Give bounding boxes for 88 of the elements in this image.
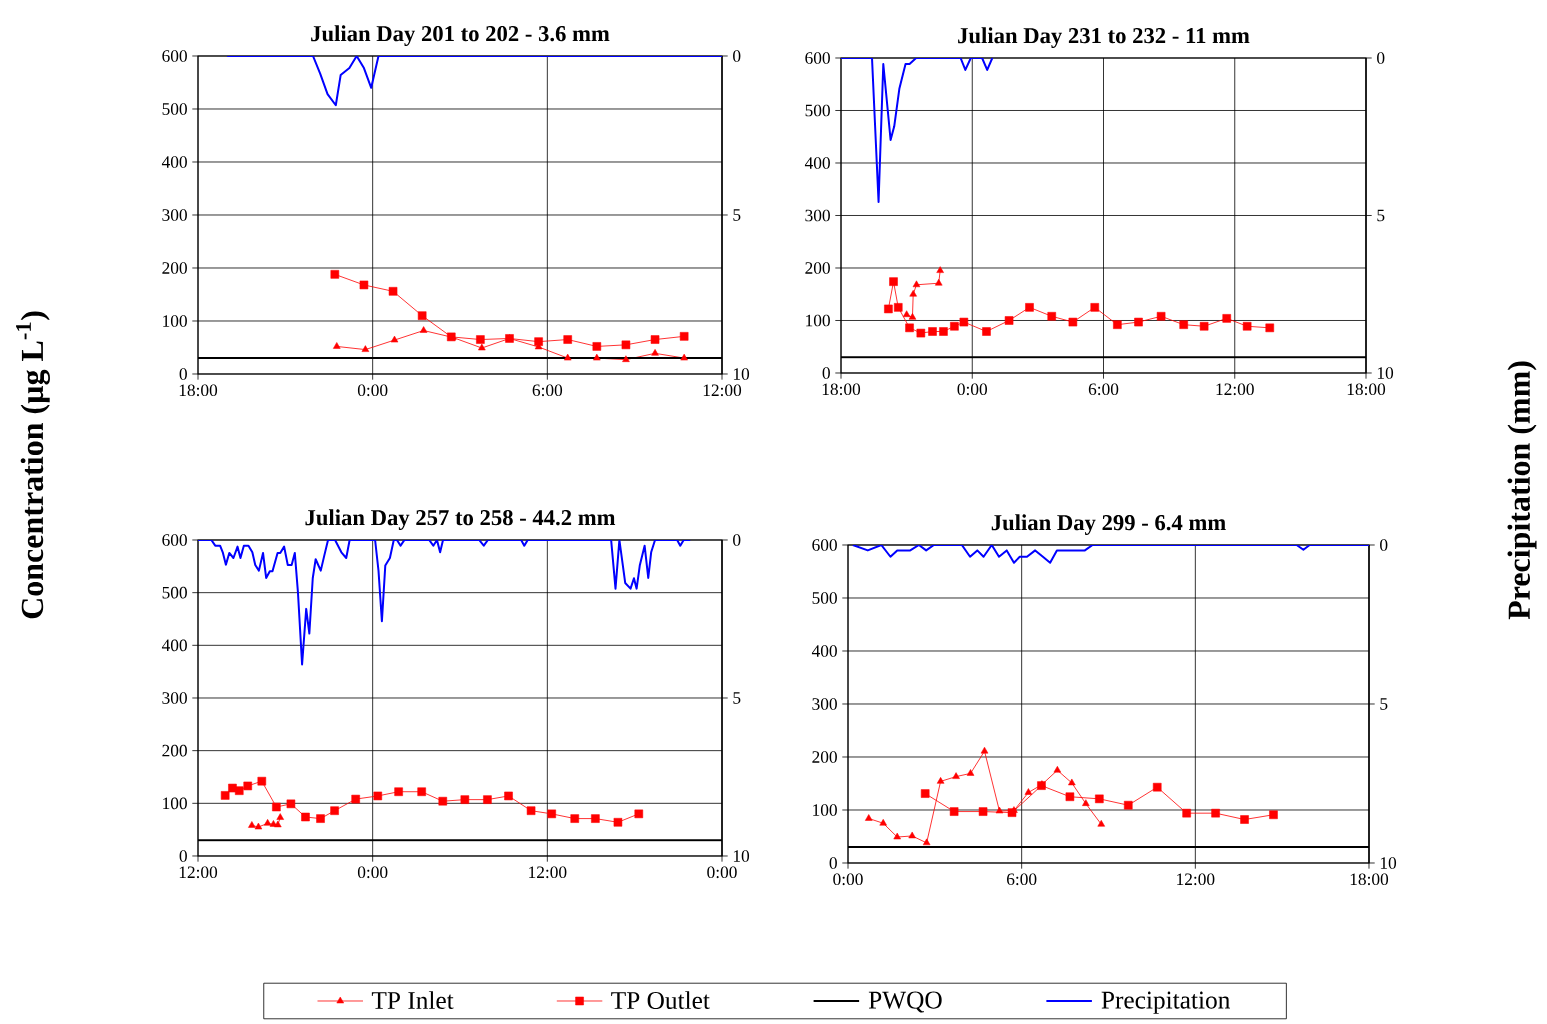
y-tick-label: 100 xyxy=(813,804,837,816)
y2-tick-label: 10 xyxy=(733,850,750,862)
y-tick-label: 0 xyxy=(829,857,837,869)
chart-title: Julian Day 201 to 202 - 3.6 mm xyxy=(311,25,610,46)
y-tick-label: 0 xyxy=(822,367,830,379)
legend-label: Precipitation xyxy=(1101,991,1230,1014)
y-tick-label: 600 xyxy=(805,52,830,64)
y2-tick-label: 10 xyxy=(1380,857,1397,869)
legend-label: TP Inlet xyxy=(371,991,454,1010)
y-tick-label: 500 xyxy=(162,586,187,599)
x-tick-label: 0:00 xyxy=(957,383,988,396)
x-tick-label: 6:00 xyxy=(532,384,563,397)
x-tick-label: 12:00 xyxy=(1177,873,1215,886)
y-tick-label: 300 xyxy=(162,209,187,221)
point xyxy=(534,337,543,346)
point xyxy=(679,332,689,341)
chart-title: Julian Day 257 to 258 - 44.2 mm xyxy=(305,509,616,530)
y-tick-label: 400 xyxy=(161,156,187,168)
x-tick-label: 12:00 xyxy=(1216,383,1254,396)
y-tick-label: 600 xyxy=(812,539,837,551)
point xyxy=(388,287,398,296)
legend-label: TP Outlet xyxy=(611,991,710,1010)
x-tick-label: 18:00 xyxy=(822,383,861,396)
point xyxy=(680,353,688,361)
y2-tick-label: 5 xyxy=(733,209,741,221)
chart-title: Julian Day 231 to 232 - 11 mm xyxy=(958,27,1250,48)
point xyxy=(333,342,341,349)
point xyxy=(390,335,399,343)
y-tick-label: 400 xyxy=(811,645,837,657)
y2-tick-label: 10 xyxy=(1377,367,1394,379)
point xyxy=(593,353,601,361)
y-tick-label: 200 xyxy=(805,262,830,274)
y-tick-label: 600 xyxy=(162,50,187,62)
y2-tick-label: 0 xyxy=(1377,52,1385,64)
y2-axis-title: Precipitation (mm) xyxy=(1507,361,1537,620)
y-tick-label: 100 xyxy=(806,314,830,327)
legend-label: PWQO xyxy=(868,991,942,1013)
x-tick-label: 12:00 xyxy=(703,384,742,397)
y-tick-label: 300 xyxy=(812,698,837,710)
y2-tick-label: 0 xyxy=(733,534,741,546)
point xyxy=(359,280,369,290)
y-tick-label: 100 xyxy=(163,797,187,810)
y2-tick-label: 0 xyxy=(1380,539,1388,551)
point xyxy=(563,353,572,361)
point xyxy=(563,335,572,344)
point xyxy=(478,343,486,351)
point xyxy=(621,340,631,350)
x-tick-label: 0:00 xyxy=(357,866,388,879)
x-tick-label: 18:00 xyxy=(1347,383,1386,396)
y-tick-label: 200 xyxy=(162,744,187,757)
x-tick-label: 18:00 xyxy=(179,384,218,397)
point xyxy=(361,345,370,352)
y-tick-label: 200 xyxy=(812,751,837,763)
point xyxy=(330,270,340,279)
x-tick-label: 12:00 xyxy=(179,866,218,879)
y-tick-label: 500 xyxy=(812,592,837,604)
point xyxy=(650,335,660,344)
y-tick-label: 100 xyxy=(163,315,187,327)
y-tick-label: 300 xyxy=(162,692,187,704)
point xyxy=(476,335,485,344)
y-tick-label: 500 xyxy=(162,103,187,115)
y2-tick-label: 5 xyxy=(1377,209,1385,222)
x-tick-label: 0:00 xyxy=(707,866,737,879)
y-tick-label: 0 xyxy=(179,850,187,862)
y-tick-label: 300 xyxy=(805,209,830,222)
x-tick-label: 6:00 xyxy=(1088,383,1119,396)
x-tick-label: 0:00 xyxy=(357,384,388,397)
y2-tick-label: 5 xyxy=(1380,698,1388,710)
y2-tick-label: 10 xyxy=(733,368,750,380)
point xyxy=(417,311,427,320)
x-tick-label: 12:00 xyxy=(529,866,567,879)
x-tick-label: 6:00 xyxy=(1007,873,1037,886)
point xyxy=(419,326,428,333)
y2-tick-label: 5 xyxy=(733,692,741,704)
y2-tick-label: 0 xyxy=(733,50,741,62)
y-axis-title: Concentration (µg L$^{-1}$) xyxy=(16,311,50,619)
y-tick-label: 500 xyxy=(805,104,830,117)
y-tick-label: 200 xyxy=(162,262,187,274)
y-tick-label: 0 xyxy=(179,368,187,380)
y-tick-label: 400 xyxy=(161,639,187,652)
chart-title: Julian Day 299 - 6.4 mm xyxy=(991,514,1226,535)
y-tick-label: 400 xyxy=(804,157,830,169)
point xyxy=(622,355,630,362)
point xyxy=(592,342,602,351)
point xyxy=(651,349,659,356)
x-tick-label: 18:00 xyxy=(1350,873,1389,886)
y-tick-label: 600 xyxy=(162,534,187,546)
x-tick-label: 0:00 xyxy=(833,873,863,886)
